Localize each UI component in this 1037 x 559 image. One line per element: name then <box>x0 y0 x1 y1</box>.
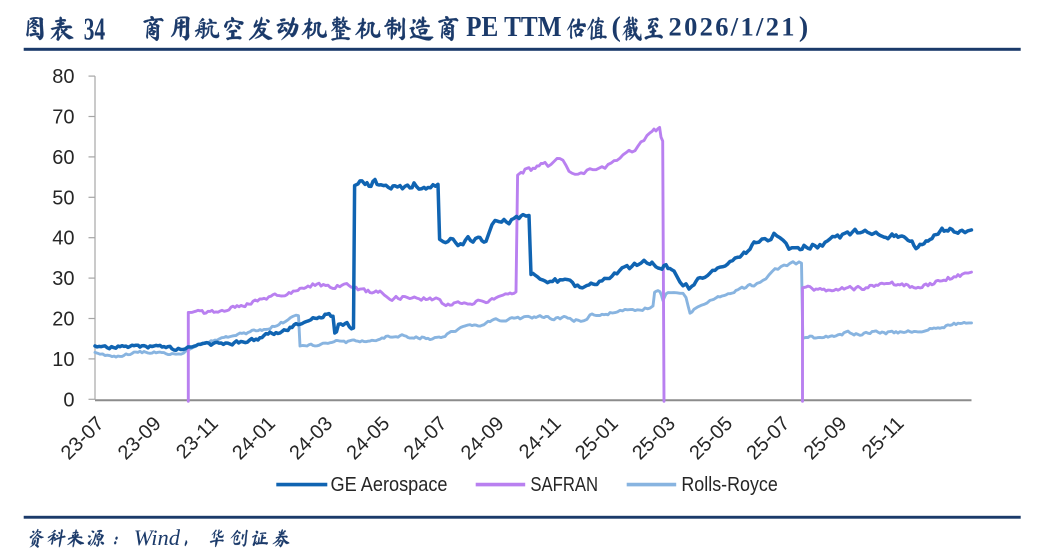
svg-text:10: 10 <box>52 349 74 371</box>
svg-text:GE Aerospace: GE Aerospace <box>331 474 448 496</box>
svg-text:50: 50 <box>52 187 74 209</box>
svg-text:20: 20 <box>52 309 74 331</box>
svg-text:0: 0 <box>63 389 74 411</box>
svg-text:80: 80 <box>52 66 74 88</box>
svg-text:70: 70 <box>52 107 74 129</box>
svg-text:60: 60 <box>52 147 74 169</box>
svg-text:PE TTM: PE TTM <box>466 12 561 43</box>
svg-text:2026/1/21: 2026/1/21 <box>669 12 795 42</box>
svg-text:SAFRAN: SAFRAN <box>530 474 598 496</box>
svg-text:30: 30 <box>52 268 74 290</box>
svg-text:34: 34 <box>84 11 105 46</box>
svg-text:): ) <box>799 12 808 43</box>
svg-text:Wind: Wind <box>134 525 181 550</box>
svg-text:(: ( <box>612 12 621 43</box>
svg-text:Rolls-Royce: Rolls-Royce <box>681 474 777 496</box>
svg-text:40: 40 <box>52 228 74 250</box>
